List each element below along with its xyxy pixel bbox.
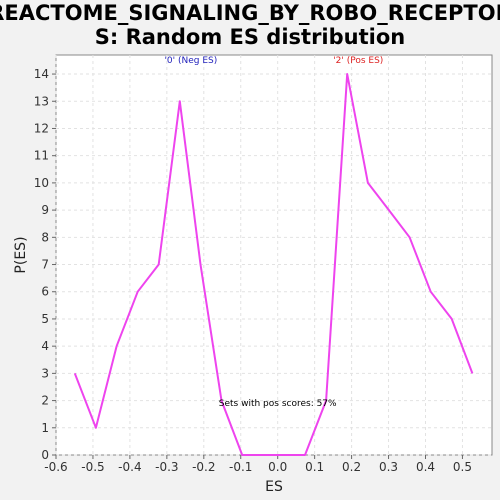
- x-tick-label: -0.1: [229, 460, 252, 474]
- x-tick-label: 0.4: [416, 460, 435, 474]
- y-tick-label: 0: [41, 448, 49, 462]
- x-tick-label: 0.1: [305, 460, 324, 474]
- x-tick-label: 0.2: [342, 460, 361, 474]
- x-tick-label: -0.4: [118, 460, 141, 474]
- x-tick-label: -0.6: [44, 460, 67, 474]
- y-tick-label: 4: [41, 339, 49, 353]
- y-tick-label: 14: [34, 67, 49, 81]
- annotation-label: '2' (Pos ES): [333, 56, 383, 66]
- x-tick-label: -0.5: [81, 460, 104, 474]
- series-line: [73, 73, 474, 456]
- y-tick-label: 13: [34, 94, 49, 108]
- y-tick-label: 1: [41, 421, 49, 435]
- y-tick-label: 6: [41, 285, 49, 299]
- y-tick-label: 3: [41, 366, 49, 380]
- y-tick-label: 7: [41, 258, 49, 272]
- y-tick-label: 8: [41, 230, 49, 244]
- x-tick-label: -0.3: [155, 460, 178, 474]
- y-tick-label: 10: [34, 176, 49, 190]
- x-axis-ticks: -0.6 -0.5 -0.4 -0.3 -0.2 -0.1 0.0 0.1 0.2 0.3 0.4 0…: [44, 455, 472, 474]
- annotation-label: '0' (Neg ES): [164, 56, 217, 66]
- y-tick-label: 2: [41, 394, 49, 408]
- annotation-label: Sets with pos scores: 57%: [219, 399, 337, 409]
- y-tick-label: 5: [41, 312, 49, 326]
- x-axis-label: ES: [265, 479, 283, 495]
- chart-title-line-2: S: Random ES distribution: [95, 25, 405, 49]
- y-axis-label: P(ES): [13, 236, 29, 273]
- series-layer: [73, 73, 474, 456]
- y-tick-label: 11: [34, 149, 49, 163]
- y-tick-label: 12: [34, 121, 49, 135]
- chart-title-line-1: REACTOME_SIGNALING_BY_ROBO_RECEPTOR: [0, 1, 500, 25]
- x-tick-label: 0.3: [379, 460, 398, 474]
- x-tick-label: -0.2: [192, 460, 215, 474]
- y-tick-label: 9: [41, 203, 49, 217]
- plot-area: [55, 54, 493, 456]
- x-tick-label: 0.5: [453, 460, 472, 474]
- annotations: '0' (Neg ES) '2' (Pos ES) Sets with pos sc…: [164, 56, 383, 409]
- grid-lines: [55, 55, 492, 456]
- x-tick-label: 0.0: [268, 460, 287, 474]
